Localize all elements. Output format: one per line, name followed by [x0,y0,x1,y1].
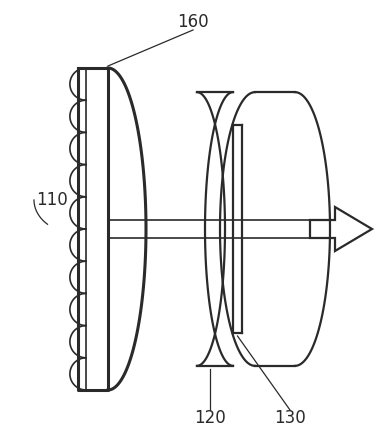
Text: 130: 130 [274,409,306,427]
Text: 110: 110 [36,191,68,209]
Text: 160: 160 [177,13,209,31]
Text: 120: 120 [194,409,226,427]
